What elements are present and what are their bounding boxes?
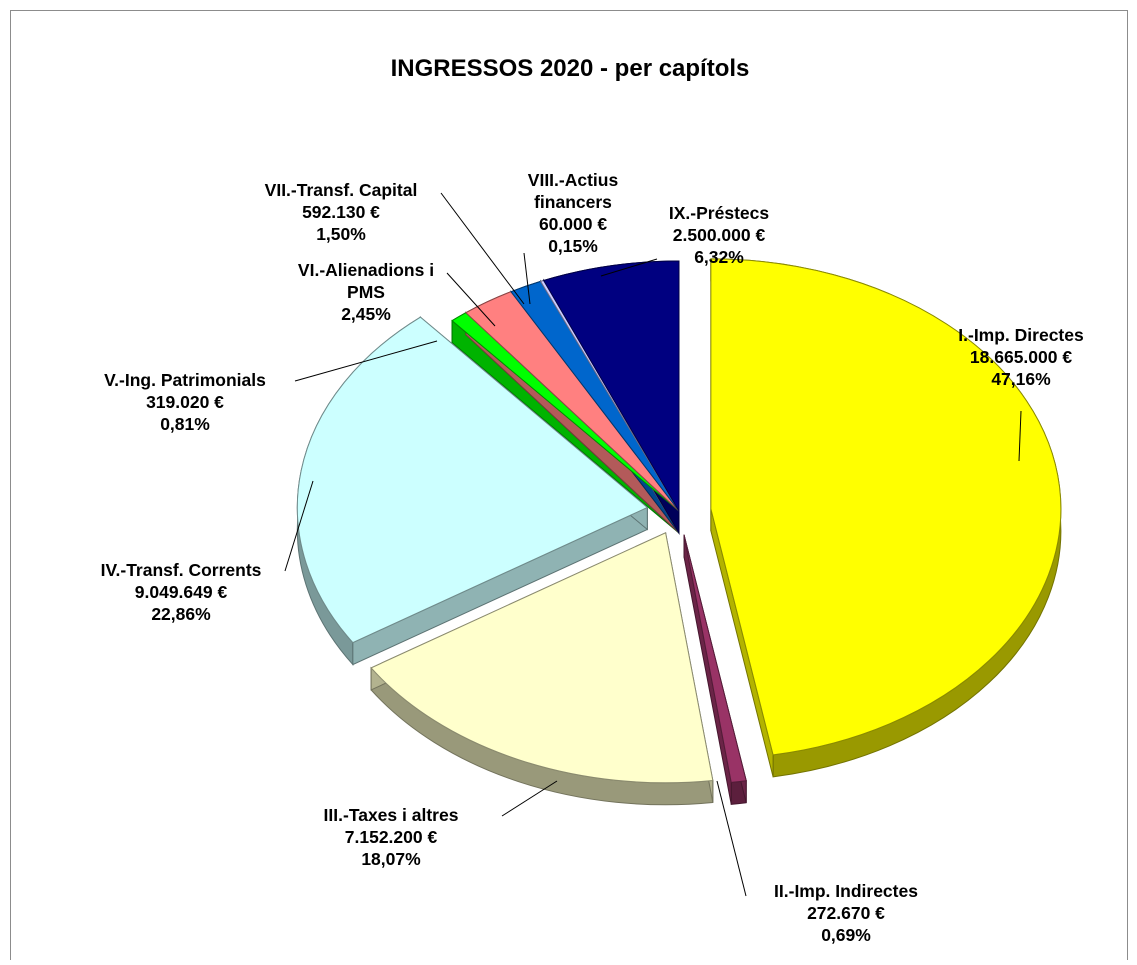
leader-line-9 xyxy=(600,258,658,277)
pie-slice-1 xyxy=(710,258,1062,756)
pie-slice-4 xyxy=(296,316,649,644)
leader-line-2 xyxy=(716,780,747,897)
leader-line-8 xyxy=(523,252,531,305)
slice-label-6: VI.-Alienadions i PMS 2,45% xyxy=(298,260,434,324)
leader-line-4 xyxy=(284,480,314,572)
pie-slice-9 xyxy=(542,260,680,513)
chart-frame: INGRESSOS 2020 - per capítols I.-Imp. Di… xyxy=(10,10,1128,960)
pie-slice-2 xyxy=(683,534,747,783)
slice-label-2: II.-Imp. Indirectes 272.670 €0,69% xyxy=(774,881,918,945)
slice-label-5: V.-Ing. Patrimonials 319.020 €0,81% xyxy=(104,370,266,434)
slice-label-3: III.-Taxes i altres 7.152.200 €18,07% xyxy=(324,805,459,869)
leader-line-7 xyxy=(440,192,525,305)
slice-label-9: IX.-Préstecs 2.500.000 €6,32% xyxy=(669,203,769,267)
leader-line-3 xyxy=(501,780,558,817)
slice-label-1: I.-Imp. Directes 18.665.000 €47,16% xyxy=(958,325,1084,389)
slice-label-7: VII.-Transf. Capital 592.130 €1,50% xyxy=(265,180,418,244)
chart-title: INGRESSOS 2020 - per capítols xyxy=(390,55,750,82)
pie-slice-3 xyxy=(370,532,714,784)
pie-chart: I.-Imp. Directes 18.665.000 €47,16% II.-Im… xyxy=(101,170,1084,945)
leader-line-6 xyxy=(446,272,496,327)
slice-label-4: IV.-Transf. Corrents 9.049.649 €22,86% xyxy=(101,560,262,624)
slice-label-8: VIII.-Actius financers 60.000 €0,15% xyxy=(528,170,619,256)
leader-line-5 xyxy=(294,340,438,382)
leader-line-1 xyxy=(1018,410,1022,462)
